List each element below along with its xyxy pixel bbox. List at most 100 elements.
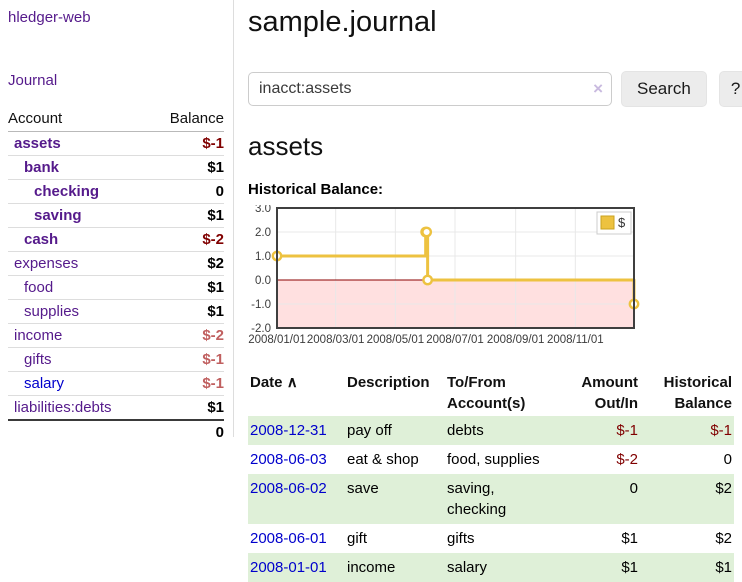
account-row: checking 0 (8, 178, 224, 203)
accounts-header-account: Account (8, 107, 150, 132)
transaction-accounts: salary (447, 559, 488, 576)
plot-border (276, 207, 635, 329)
transaction-balance: $1 (715, 559, 732, 576)
data-point-marker (421, 226, 433, 238)
account-balance: $2 (149, 250, 224, 275)
main-content: sample.journal × Search ? assets Histori… (248, 0, 742, 582)
transaction-balance: $-1 (710, 422, 732, 439)
account-row: bank $1 (8, 154, 224, 179)
transaction-amount: 0 (629, 480, 638, 497)
search-bar: × Search ? (248, 71, 742, 107)
account-row: income $-2 (8, 322, 224, 347)
transaction-balance: $2 (715, 530, 732, 547)
account-row: food $1 (8, 274, 224, 299)
account-balance: 0 (149, 178, 224, 203)
register-row: 2008-06-02 save saving, checking 0 $2 (248, 474, 734, 524)
accounts-header-row: Account Balance (8, 107, 224, 132)
account-link[interactable]: cash (24, 230, 59, 248)
account-balance: $-2 (149, 322, 224, 347)
transaction-date-link[interactable]: 2008-06-03 (250, 451, 327, 468)
chart-label: Historical Balance: (248, 181, 384, 198)
account-link[interactable]: income (14, 326, 63, 344)
x-tick-label: 2008/09/01 (487, 334, 545, 346)
account-link[interactable]: liabilities:debts (14, 398, 112, 416)
y-tick-label: 0.0 (255, 275, 271, 287)
account-heading: assets (248, 131, 324, 161)
transaction-description: pay off (347, 422, 392, 439)
transaction-accounts: food, supplies (447, 451, 540, 468)
y-tick-label: 1.0 (255, 251, 271, 263)
account-link[interactable]: expenses (14, 254, 79, 272)
y-tick-label: 3.0 (255, 205, 271, 215)
transaction-date-link[interactable]: 2008-01-01 (250, 559, 327, 576)
account-link[interactable]: salary (24, 374, 65, 392)
transaction-balance: 0 (723, 451, 732, 468)
register-header-date[interactable]: Date ∧ (250, 374, 298, 391)
account-row: assets $-1 (8, 131, 224, 155)
transaction-date-link[interactable]: 2008-12-31 (250, 422, 327, 439)
x-tick-label: 2008/03/01 (307, 334, 365, 346)
transaction-accounts: saving, checking (447, 480, 507, 518)
sidebar-item-journal[interactable]: Journal (8, 72, 58, 89)
app-title-link[interactable]: hledger-web (8, 9, 91, 26)
register-row: 2008-06-01 gift gifts $1 $2 (248, 524, 734, 553)
help-button[interactable]: ? (718, 71, 742, 107)
account-row: liabilities:debts $1 (8, 394, 224, 420)
accounts-table: Account Balance assets $-1 bank $1 checking 0… (8, 107, 224, 444)
x-tick-label: 2008/07/01 (426, 334, 484, 346)
account-balance: $1 (149, 202, 224, 227)
account-link[interactable]: saving (34, 206, 82, 224)
balance-chart: 3.0 2.0 1.0 0.0 -1.0 -2.0 2008/01/01 2008/03/01… (248, 203, 734, 362)
account-balance: $-2 (149, 226, 224, 251)
account-balance: $1 (149, 298, 224, 323)
account-link[interactable]: supplies (24, 302, 80, 320)
account-balance: $-1 (202, 134, 224, 152)
account-balance: $-1 (149, 370, 224, 395)
transaction-amount: $-1 (616, 422, 638, 439)
transaction-date-link[interactable]: 2008-06-02 (250, 480, 327, 497)
x-tick-label: 2008/01/01 (248, 334, 306, 346)
register-row: 2008-01-01 income salary $1 $1 (248, 553, 734, 582)
transaction-description: gift (347, 530, 368, 547)
page-title: sample.journal (248, 6, 437, 38)
search-button[interactable]: Search (621, 71, 707, 107)
account-balance: $-1 (149, 346, 224, 371)
account-link[interactable]: food (24, 278, 54, 296)
transaction-description: eat & shop (347, 451, 419, 468)
account-link[interactable]: assets (14, 134, 61, 152)
accounts-total-value: 0 (149, 418, 224, 444)
register-header-row: Date ∧ Description To/From Account(s) Am… (248, 370, 734, 416)
x-tick-label: 2008/11/01 (547, 334, 604, 346)
data-point-marker (422, 274, 434, 286)
legend-label: $ (618, 215, 626, 230)
y-tick-label: -1.0 (251, 299, 271, 311)
account-balance: $1 (149, 274, 224, 299)
account-row: gifts $-1 (8, 346, 224, 371)
legend-swatch (600, 215, 615, 230)
accounts-header-balance: Balance (149, 107, 224, 132)
register-header-accounts: To/From Account(s) (447, 374, 526, 412)
search-box: × (248, 72, 612, 106)
y-tick-label: 2.0 (255, 227, 271, 239)
transaction-amount: $-2 (616, 451, 638, 468)
account-row: salary $-1 (8, 370, 224, 395)
transaction-amount: $1 (621, 530, 638, 547)
register-header-description: Description (347, 374, 430, 391)
y-tick-label: -2.0 (251, 323, 271, 335)
transaction-accounts: debts (447, 422, 484, 439)
sidebar: hledger-web Journal Account Balance asse… (0, 0, 234, 444)
account-link[interactable]: bank (24, 158, 60, 176)
account-row: supplies $1 (8, 298, 224, 323)
transaction-balance: $2 (715, 480, 732, 497)
search-input[interactable] (248, 72, 612, 106)
account-link[interactable]: checking (34, 182, 100, 200)
accounts-tbody: assets $-1 bank $1 checking 0 saving $1 cash $-2 e… (8, 131, 224, 420)
transaction-date-link[interactable]: 2008-06-01 (250, 530, 327, 547)
clear-search-icon[interactable]: × (593, 79, 603, 98)
account-row: saving $1 (8, 202, 224, 227)
account-row: cash $-2 (8, 226, 224, 251)
account-link[interactable]: gifts (24, 350, 52, 368)
transaction-accounts: gifts (447, 530, 475, 547)
register-header-balance: Historical Balance (663, 374, 732, 412)
register-row: 2008-12-31 pay off debts $-1 $-1 (248, 416, 734, 445)
